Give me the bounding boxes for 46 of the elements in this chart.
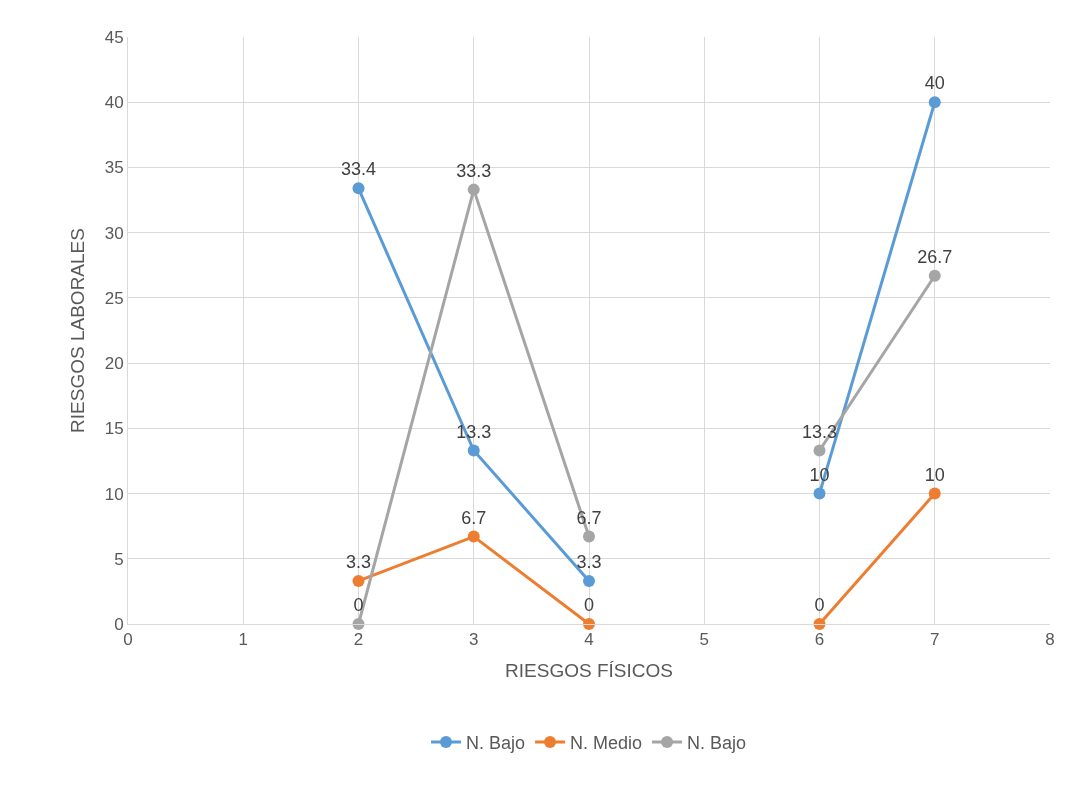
x-tick-label: 5: [699, 630, 709, 650]
data-label: 26.7: [917, 246, 953, 267]
legend-label: N. Medio: [570, 733, 643, 754]
point: [928, 487, 941, 500]
data-label: 0: [353, 595, 364, 615]
point: [583, 530, 595, 543]
y-tick-label: 40: [104, 93, 124, 113]
y-axis-title: RIESGOS LABORALES: [66, 228, 88, 433]
data-label: 0: [583, 595, 595, 615]
data-label: 0: [814, 595, 825, 615]
x-tick-label: 4: [584, 630, 594, 650]
point: [928, 96, 941, 109]
data-label: 33.3: [456, 160, 492, 181]
data-label: 40: [924, 73, 945, 94]
data-label: 10: [924, 464, 945, 485]
x-tick-label: 6: [814, 630, 825, 650]
y-tick-label: 25: [104, 288, 124, 308]
point: [583, 574, 595, 587]
y-tick-label: 10: [104, 484, 124, 504]
point: [467, 183, 480, 196]
data-label: 6.7: [576, 507, 602, 528]
point: [467, 530, 480, 543]
x-tick-label: 1: [238, 630, 248, 650]
x-tick-label: 2: [353, 630, 364, 650]
x-axis-title: RIESGOS FÍSICOS: [505, 660, 673, 682]
legend-label: N. Bajo: [466, 733, 526, 754]
y-tick-label: 20: [104, 354, 124, 374]
point: [352, 182, 365, 195]
y-tick-label: 45: [104, 27, 124, 47]
point: [467, 444, 480, 457]
data-label: 33.4: [340, 159, 377, 180]
y-tick-label: 35: [104, 158, 124, 178]
legend-label: N. Bajo: [687, 733, 747, 754]
data-label: 6.7: [461, 507, 487, 528]
data-label: 3.3: [576, 551, 602, 572]
y-tick-label: 5: [114, 549, 124, 569]
x-tick-label: 7: [930, 630, 940, 650]
y-tick-label: 15: [104, 419, 124, 439]
data-label: 3.3: [345, 551, 372, 572]
point: [813, 487, 826, 500]
y-tick-label: 30: [104, 223, 124, 243]
point: [352, 574, 365, 587]
y-tick-label: 0: [114, 614, 124, 634]
data-label: 13.3: [801, 421, 838, 442]
x-tick-label: 3: [469, 630, 479, 650]
x-tick-label: 8: [1045, 630, 1055, 650]
